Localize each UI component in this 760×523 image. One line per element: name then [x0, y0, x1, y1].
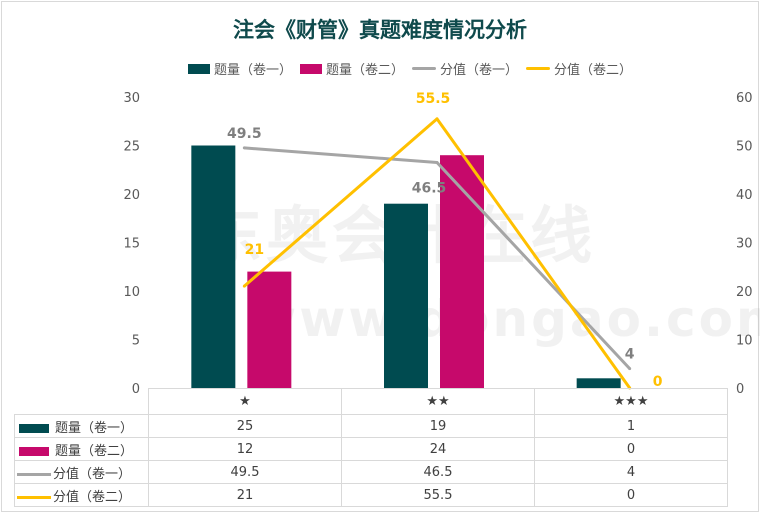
bar-2	[247, 271, 292, 388]
table-row: 分值（卷一） 49.5 46.5 4	[14, 460, 728, 484]
right-axis-tick: 60	[736, 91, 753, 106]
table-cell: 21	[148, 483, 342, 507]
right-axis-tick: 40	[736, 188, 753, 203]
row-label: 题量（卷一）	[55, 420, 134, 436]
right-axis-tick: 30	[736, 237, 753, 252]
legend-label: 题量（卷二）	[326, 63, 405, 78]
left-axis-tick: 0	[132, 382, 140, 397]
right-axis-tick: 10	[736, 334, 753, 349]
data-label: 46.5	[412, 180, 447, 196]
category-label: ★★★	[534, 388, 728, 415]
data-label: 21	[245, 242, 264, 258]
table-cell: 4	[534, 460, 728, 484]
line-point	[242, 284, 246, 288]
data-label: 49.5	[227, 126, 262, 142]
data-label: 0	[653, 374, 663, 390]
left-axis-tick: 20	[123, 188, 140, 203]
category-label: ★	[148, 388, 342, 415]
line-2	[243, 117, 631, 389]
bar-2	[440, 155, 484, 388]
table-cell: 46.5	[341, 460, 535, 484]
legend-item: 题量（卷二）	[300, 59, 404, 78]
bar-1	[384, 203, 428, 388]
left-axis-tick: 15	[123, 237, 140, 252]
right-axis-tick: 0	[736, 382, 744, 397]
table-cell: 25	[148, 414, 342, 438]
legend-item: 题量（卷一）	[188, 59, 292, 78]
right-axis-tick: 20	[736, 285, 753, 300]
table-cell: 0	[534, 437, 728, 461]
line-point	[435, 117, 439, 121]
watermark-url: www.dongao.com	[250, 290, 760, 348]
table-cell: 49.5	[148, 460, 342, 484]
table-row: 题量（卷一） 25 19 1	[14, 414, 728, 438]
line-point	[628, 367, 632, 371]
line-point	[435, 160, 439, 164]
row-label: 题量（卷二）	[55, 443, 134, 459]
legend-swatch	[188, 63, 210, 74]
chart-frame	[1, 1, 759, 512]
row-label: 分值（卷二）	[53, 489, 132, 505]
legend-key	[17, 472, 51, 476]
legend-label: 分值（卷一）	[440, 63, 519, 78]
line-point	[242, 146, 246, 150]
table-cell: 1	[534, 414, 728, 438]
legend-item: 分值（卷二）	[526, 59, 632, 78]
legend-swatch	[412, 67, 437, 70]
legend-swatch	[526, 67, 551, 70]
left-axis-tick: 10	[123, 285, 140, 300]
legend-key	[19, 423, 49, 433]
table-cell: 19	[341, 414, 535, 438]
legend-key	[17, 495, 51, 499]
legend-label: 分值（卷二）	[554, 63, 633, 78]
table-cell: 24	[341, 437, 535, 461]
left-axis-tick: 25	[123, 140, 140, 155]
table-corner	[15, 389, 149, 415]
left-axis-tick: 30	[123, 91, 140, 106]
row-label: 分值（卷一）	[53, 466, 132, 482]
table-cell: 12	[148, 437, 342, 461]
table-cell: 0	[534, 483, 728, 507]
left-axis-tick: 5	[132, 334, 140, 349]
legend-swatch	[300, 63, 323, 74]
right-axis-tick: 50	[736, 140, 753, 155]
legend-label: 题量（卷一）	[214, 63, 293, 78]
legend-key	[19, 446, 49, 456]
bar-1	[191, 145, 236, 388]
table-row: 题量（卷二） 12 24 0	[14, 437, 728, 461]
table-row: 分值（卷二） 21 55.5 0	[14, 483, 728, 507]
data-label: 55.5	[416, 91, 451, 107]
legend-item: 分值（卷一）	[412, 59, 518, 78]
data-label: 4	[625, 347, 635, 363]
category-label: ★★	[341, 388, 535, 415]
table-cell: 55.5	[341, 483, 535, 507]
data-table: ★ ★★ ★★★ 题量（卷一） 25 19 1 题量（卷二） 12 24 0 分…	[14, 388, 728, 507]
bar-1	[576, 378, 621, 388]
legend: 题量（卷一） 题量（卷二） 分值（卷一） 分值（卷二）	[188, 59, 640, 78]
chart-title: 注会《财管》真题难度情况分析	[233, 18, 527, 42]
